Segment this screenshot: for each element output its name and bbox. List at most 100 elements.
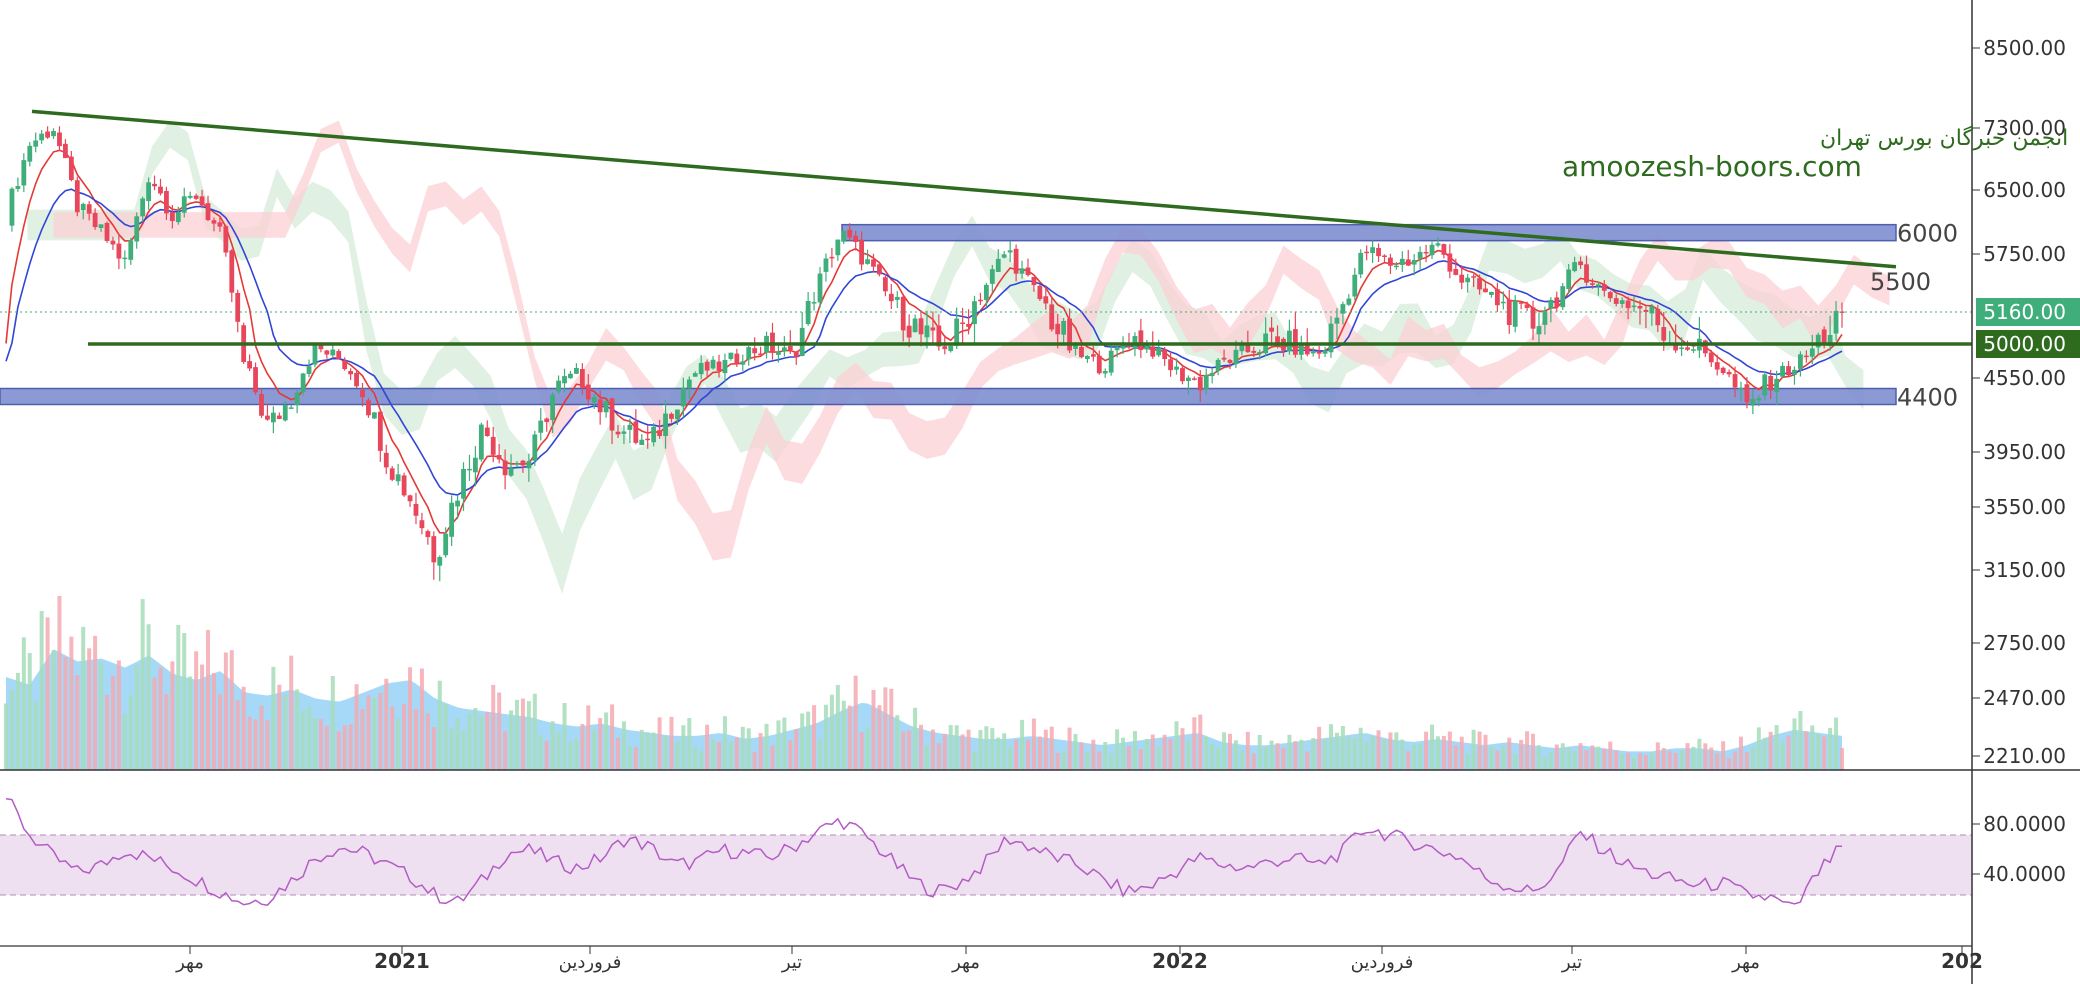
candle-body xyxy=(936,325,942,347)
volume-bar xyxy=(1311,738,1316,770)
volume-bar xyxy=(1548,752,1553,770)
candle-body xyxy=(609,398,615,431)
candle-body xyxy=(924,325,930,338)
volume-bar xyxy=(509,710,514,770)
last-price-badge xyxy=(1976,298,2080,326)
volume-bar xyxy=(538,735,543,770)
candle-body xyxy=(657,430,662,437)
candle-body xyxy=(360,389,365,398)
candle-body xyxy=(562,376,567,384)
candle-body xyxy=(407,495,413,502)
volume-bar xyxy=(63,657,68,770)
candle-body xyxy=(716,361,722,371)
candle-body xyxy=(526,461,532,469)
support-price-badge xyxy=(1976,330,2080,358)
candle-body xyxy=(912,318,918,333)
volume-bar xyxy=(1002,733,1007,770)
volume-bar xyxy=(1453,745,1458,770)
volume-bar xyxy=(699,750,704,770)
volume-bar xyxy=(21,637,26,770)
candle-body xyxy=(918,318,924,335)
volume-bar xyxy=(307,706,312,770)
volume-bar xyxy=(1138,748,1143,770)
volume-bar xyxy=(497,692,502,770)
candle-body xyxy=(1809,348,1815,357)
volume-bar xyxy=(1560,743,1565,770)
candle-body xyxy=(45,131,50,138)
volume-bar xyxy=(1501,746,1506,770)
volume-bar xyxy=(253,719,258,770)
volume-bar xyxy=(877,705,882,770)
volume-bar xyxy=(408,667,413,770)
volume-bar xyxy=(1340,726,1345,770)
candle-body xyxy=(835,239,841,256)
candle-body xyxy=(1227,359,1233,363)
time-tick-label: فروردین xyxy=(559,952,622,973)
volume-bar xyxy=(693,747,698,770)
candle-body xyxy=(942,346,948,350)
candle-body xyxy=(1792,369,1797,375)
candle-body xyxy=(995,258,1001,272)
price-tick-label: 7300.00 xyxy=(1983,116,2066,140)
volume-bar xyxy=(544,740,549,770)
candle-body xyxy=(455,500,460,507)
candle-body xyxy=(1453,268,1459,275)
volume-bar xyxy=(206,630,211,770)
candle-body xyxy=(1750,398,1756,406)
trendline[interactable] xyxy=(31,109,1897,269)
volume-bar xyxy=(1168,739,1173,770)
volume-bar xyxy=(1043,729,1048,770)
candle-body xyxy=(1607,292,1613,299)
zone-4400[interactable] xyxy=(0,387,1897,406)
candle-body xyxy=(776,351,781,355)
candle-body xyxy=(686,379,692,389)
volume-bar xyxy=(1542,756,1547,770)
candle-body xyxy=(1548,299,1554,309)
volume-bar xyxy=(948,725,953,770)
candle-body xyxy=(1435,243,1441,246)
drawn-lines[interactable]: 5500 xyxy=(0,109,1972,346)
volume-bar xyxy=(188,676,193,770)
candle-body xyxy=(1518,302,1524,304)
volume-bar xyxy=(687,718,692,770)
candle-body xyxy=(960,322,966,324)
candle-body xyxy=(1649,306,1655,314)
price-tick-label: 5750.00 xyxy=(1983,242,2066,266)
candle-body xyxy=(871,259,876,267)
candle-body xyxy=(128,240,134,260)
volume-bar xyxy=(1507,737,1512,770)
candle-body xyxy=(811,302,817,304)
candle-body xyxy=(989,269,995,284)
volume-bar xyxy=(1103,742,1108,770)
volume-bar xyxy=(1370,736,1375,770)
volume-bar xyxy=(1447,731,1452,770)
volume-bar xyxy=(1329,724,1334,770)
volume-bar xyxy=(633,747,638,770)
volume-bar xyxy=(1216,747,1221,770)
candle-body xyxy=(574,367,579,374)
candle-body xyxy=(1358,252,1364,275)
candle-body xyxy=(954,318,960,346)
candle-body xyxy=(1364,251,1370,254)
price-tick-label: 2470.00 xyxy=(1983,686,2066,710)
volume-bar xyxy=(1376,730,1381,770)
volume-bar xyxy=(354,684,359,770)
candle-body xyxy=(1685,347,1690,350)
candle-body xyxy=(1209,372,1215,377)
candle-body xyxy=(300,373,306,393)
volume-bar xyxy=(1008,747,1013,770)
volume-bar xyxy=(4,703,8,770)
candle-body xyxy=(1096,355,1102,374)
volume-bar xyxy=(776,720,781,770)
candle-body xyxy=(1417,251,1423,259)
volume-bar xyxy=(289,655,294,770)
volume-bar xyxy=(396,718,401,770)
horizontal-zones[interactable]: 6000 4400 xyxy=(0,220,1958,412)
rsi-line xyxy=(5,797,1842,907)
zone-6000[interactable] xyxy=(841,223,1897,242)
volume-bar xyxy=(485,712,490,770)
candle-body xyxy=(1239,345,1245,352)
candle-body xyxy=(865,259,870,264)
volume-bar xyxy=(907,730,912,770)
